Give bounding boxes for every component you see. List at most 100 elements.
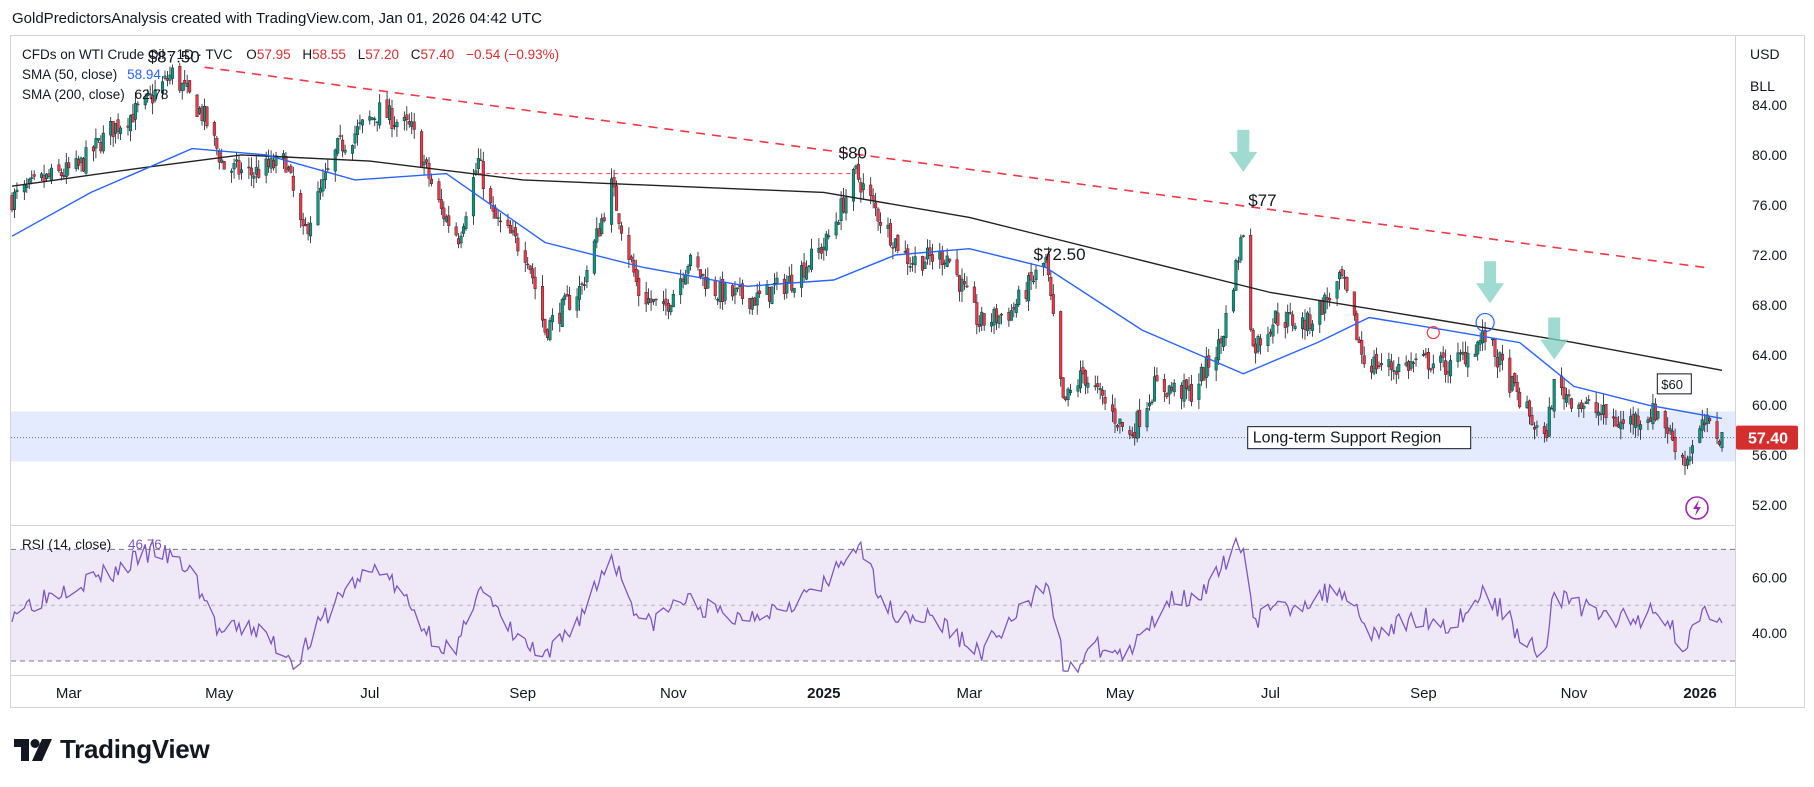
candle [1681, 452, 1685, 466]
candle [1069, 384, 1073, 396]
legend-open-label: O [246, 47, 257, 62]
candle [462, 223, 466, 237]
candle [1066, 387, 1070, 407]
candle [153, 80, 157, 103]
candle [239, 162, 243, 180]
candle [1172, 379, 1176, 397]
candle [943, 259, 947, 270]
lightning-alert-icon[interactable] [1685, 496, 1709, 520]
highlight-circle[interactable] [1426, 325, 1440, 340]
candle [1291, 310, 1295, 332]
candle [47, 169, 51, 179]
candle [1236, 256, 1240, 270]
candle [1185, 378, 1189, 400]
candle [358, 114, 362, 130]
candle [235, 152, 239, 168]
candle [930, 243, 934, 270]
candle [1231, 287, 1235, 314]
candle [508, 220, 512, 234]
annotation-60-box[interactable]: $60 [1656, 373, 1692, 395]
sma-200-line[interactable] [11, 154, 1723, 371]
candle [360, 118, 364, 134]
candle [1308, 307, 1312, 335]
candle [306, 222, 310, 241]
price-tick-label: 72.00 [1752, 247, 1787, 263]
candle [439, 188, 443, 216]
candle [568, 286, 572, 311]
candle [10, 192, 14, 213]
candle [109, 117, 113, 146]
candle [1342, 269, 1346, 290]
candle [592, 238, 596, 276]
candle [1276, 302, 1280, 334]
svg-text:SMA (200, close) 62.78: SMA (200, close) 62.78 [22, 87, 168, 102]
candle [370, 117, 374, 121]
candle [649, 290, 653, 311]
candle [1508, 349, 1512, 398]
candle [1515, 374, 1519, 401]
annotation-peak-77[interactable]: $77 [1248, 191, 1276, 210]
candle [341, 134, 345, 158]
down-arrow-icon[interactable] [1229, 129, 1258, 172]
unit-button[interactable]: BLL [1750, 78, 1775, 94]
candle [600, 213, 604, 237]
time-tick-label: Nov [660, 685, 687, 702]
candle [1217, 328, 1221, 365]
candle [1032, 275, 1036, 285]
annotation-peak-80[interactable]: $80 [839, 144, 867, 163]
down-arrow-icon[interactable] [1540, 317, 1569, 360]
resistance-trendline[interactable] [204, 66, 1705, 269]
candle [775, 271, 779, 291]
support-zone[interactable] [11, 411, 1735, 462]
tradingview-logo[interactable]: TradingView [14, 734, 210, 765]
candle [1034, 265, 1038, 289]
annotation-peak-72-50[interactable]: $72.50 [1034, 245, 1086, 264]
annotation-peak-87-50[interactable]: $87.50 [148, 47, 200, 66]
highlight-circle[interactable] [1475, 312, 1495, 333]
candle [982, 313, 986, 331]
candle [1189, 375, 1193, 407]
candle [84, 140, 88, 175]
candle [333, 148, 337, 182]
support-region-label[interactable]: Long-term Support Region [1247, 426, 1472, 450]
candle [913, 246, 917, 274]
svg-text:CFDs on WTI Crude Oil · 1D · T: CFDs on WTI Crude Oil · 1D · TVC O57.95 … [22, 47, 559, 62]
annotation-60-text: $60 [1661, 377, 1683, 392]
currency-button[interactable]: USD [1750, 46, 1780, 62]
candle [792, 287, 796, 298]
candle [782, 273, 786, 300]
candle [893, 238, 897, 252]
time-tick-label: Jul [1261, 685, 1280, 702]
candle [165, 71, 169, 87]
candle [128, 114, 132, 142]
candle [582, 276, 586, 291]
candle [1268, 328, 1272, 337]
support-label-text: Long-term Support Region [1253, 430, 1442, 447]
candle [42, 164, 46, 188]
candle [1103, 389, 1107, 411]
candle [116, 113, 120, 140]
legend-low-label: L [358, 47, 366, 62]
candle [696, 251, 700, 271]
candle [388, 98, 392, 125]
candle [1115, 423, 1119, 432]
candle [1081, 360, 1085, 384]
candle [1113, 398, 1117, 433]
sma-50-line[interactable] [11, 147, 1723, 420]
candle [977, 315, 981, 333]
candle [999, 312, 1003, 325]
candle [126, 118, 130, 136]
candle [1476, 340, 1480, 361]
candle [1096, 375, 1100, 394]
candle [427, 157, 431, 187]
candle [1219, 335, 1223, 355]
candle [30, 170, 34, 185]
down-arrow-icon[interactable] [1476, 261, 1505, 304]
candle [837, 219, 841, 225]
candle [1377, 361, 1381, 369]
price-tick-label: 56.00 [1752, 447, 1787, 463]
candle [1461, 341, 1465, 361]
rsi-line[interactable] [11, 536, 1723, 674]
candle [1182, 373, 1186, 408]
